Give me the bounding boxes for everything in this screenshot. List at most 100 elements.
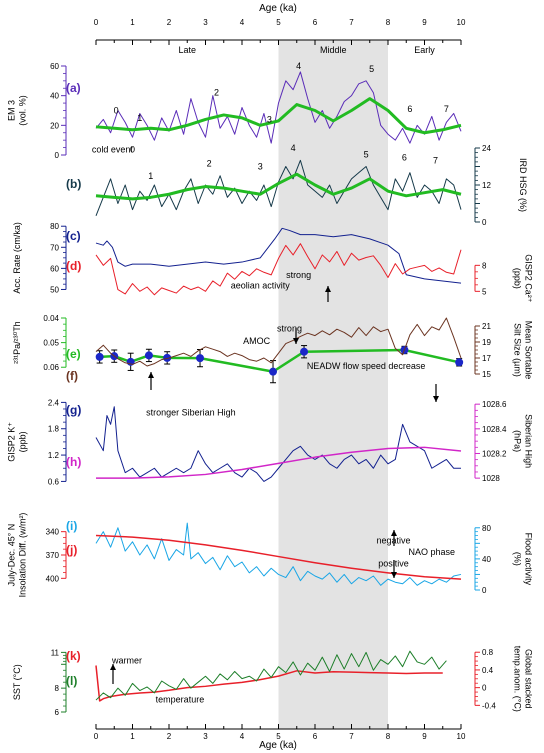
- panel-label-k: (k): [66, 649, 81, 663]
- y-tick-label-g: 1.8: [48, 425, 60, 434]
- arrow-warmer: [110, 664, 116, 684]
- panel-label-b: (b): [66, 177, 81, 191]
- y-tick-label-h: 1028.6: [482, 400, 507, 409]
- y-tick-label-i: 0: [482, 586, 487, 595]
- y-tick-label-k: 0.4: [482, 666, 494, 675]
- annotation-b: 6: [402, 152, 407, 162]
- y-tick-label-g: 0.6: [48, 477, 60, 486]
- y-tick-label-f: 19: [482, 338, 491, 347]
- period-label: Early: [414, 45, 435, 55]
- y-axis-label-d: (ppb): [513, 268, 523, 289]
- annotation-a: 0: [114, 105, 119, 115]
- data-point-e: [300, 347, 309, 356]
- panel-label-e: (e): [66, 347, 81, 361]
- y-tick-label-j: 400: [46, 574, 60, 583]
- panel-label-f: (f): [66, 369, 78, 383]
- y-axis-label-b: IRD HSG (%): [518, 158, 528, 212]
- data-point-e: [455, 358, 464, 367]
- annotation-b: 2: [207, 159, 212, 169]
- data-point-e: [126, 357, 135, 366]
- panel-label-i: (i): [66, 519, 77, 533]
- series-line-a-smooth: [95, 97, 462, 135]
- period-label: Late: [178, 45, 196, 55]
- series-line-a-raw: [95, 71, 462, 144]
- annotation-a: 1: [137, 113, 142, 123]
- annotation-b: cold event: [92, 145, 134, 155]
- y-tick-label-b: 0: [482, 218, 487, 227]
- annotation-a: 2: [214, 88, 219, 98]
- y-tick-label-e: 0.04: [43, 314, 59, 323]
- middle-period-shade: [278, 40, 388, 729]
- y-tick-label-k: 0.8: [482, 648, 494, 657]
- y-tick-label-e: 0.05: [43, 339, 59, 348]
- y-tick-label-k: -0.4: [482, 701, 496, 710]
- arrow-nao-down: [391, 560, 397, 578]
- series-line-i-raw: [95, 522, 462, 586]
- series-line-e: [99, 348, 460, 373]
- y-tick-label-a: 40: [50, 92, 59, 101]
- y-tick-label-c: 60: [50, 264, 59, 273]
- panel-l: 6 8 11 SST (°C) (l) temperature: [12, 648, 447, 717]
- bottom-age-axis: 0 1 2 3 4 5 6 7 8 9 10: [94, 724, 466, 741]
- series-line-k-smooth: [95, 665, 443, 702]
- annotation-f: NEADW flow speed decrease: [307, 361, 426, 371]
- age-tick-label: 3: [203, 18, 208, 27]
- series-line-c-raw: [95, 227, 462, 284]
- annotation-l: temperature: [156, 694, 205, 704]
- y-axis-label-g: (ppb): [18, 431, 28, 452]
- y-axis-label-h: Siberian High: [524, 414, 534, 468]
- y-tick-label-c: 50: [50, 285, 59, 294]
- panel-c: 50 60 70 80 Acc. Rate (cm/ka) (c): [12, 222, 462, 294]
- y-tick-label-a: 0: [55, 151, 60, 160]
- bottom-axis-title: Age (ka): [259, 740, 297, 751]
- panel-label-g: (g): [66, 403, 81, 417]
- top-age-axis: 0 1 2 3 4 5 6 7 8 9 10: [94, 18, 466, 45]
- y-tick-label-c: 80: [50, 222, 59, 231]
- y-axis-label-d: GISP2 Ca²⁺: [524, 254, 534, 303]
- panel-label-a: (a): [66, 81, 81, 95]
- arrow-nao-up: [391, 530, 397, 546]
- panel-label-c: (c): [66, 229, 81, 243]
- series-line-d-raw: [95, 243, 462, 296]
- data-point-e: [269, 367, 278, 376]
- age-tick-label: 9: [422, 18, 427, 27]
- arrow-nao-up-head: [391, 530, 397, 536]
- annotation-d: aeolian activity: [231, 281, 291, 291]
- age-tick-label: 0: [94, 18, 99, 27]
- annotation-a: 5: [369, 64, 374, 74]
- y-axis-label-j: Insolation Diff. (w/m²): [18, 513, 28, 598]
- arrow-nao-down-head: [391, 572, 397, 578]
- age-tick-label: 7: [349, 18, 354, 27]
- y-tick-label-e: 0.06: [43, 363, 59, 372]
- y-tick-label-d: 5: [482, 287, 487, 296]
- y-tick-label-f: 15: [482, 370, 491, 379]
- y-axis-label-j: July-Dec. 45° N: [7, 524, 17, 587]
- y-tick-label-b: 12: [482, 181, 491, 190]
- arrow-neadw-head: [433, 396, 439, 402]
- annotation-g: stronger Siberian High: [146, 408, 236, 418]
- y-tick-label-f: 17: [482, 354, 491, 363]
- y-tick-label-l: 6: [55, 708, 60, 717]
- y-tick-label-f: 21: [482, 322, 491, 331]
- annotation-a: 3: [267, 114, 272, 124]
- y-axis-label-h: (hPa): [513, 430, 523, 452]
- arrow-siberian: [148, 372, 154, 390]
- age-tick-label: 2: [167, 732, 172, 741]
- y-tick-label-l: 8: [55, 684, 60, 693]
- data-point-e: [95, 352, 104, 361]
- data-point-e: [196, 354, 205, 363]
- y-tick-label-j: 370: [46, 551, 60, 560]
- age-tick-label: 8: [386, 18, 391, 27]
- y-tick-label-c: 70: [50, 243, 59, 252]
- y-axis-label-i: (%): [513, 552, 523, 566]
- annotation-a: 7: [444, 104, 449, 114]
- annotation-b: 1: [148, 171, 153, 181]
- y-axis-label-f: Mean Sortable: [524, 321, 534, 380]
- annotation-b: 5: [364, 149, 369, 159]
- annotation-a: 4: [296, 61, 301, 71]
- age-tick-label: 10: [457, 18, 466, 27]
